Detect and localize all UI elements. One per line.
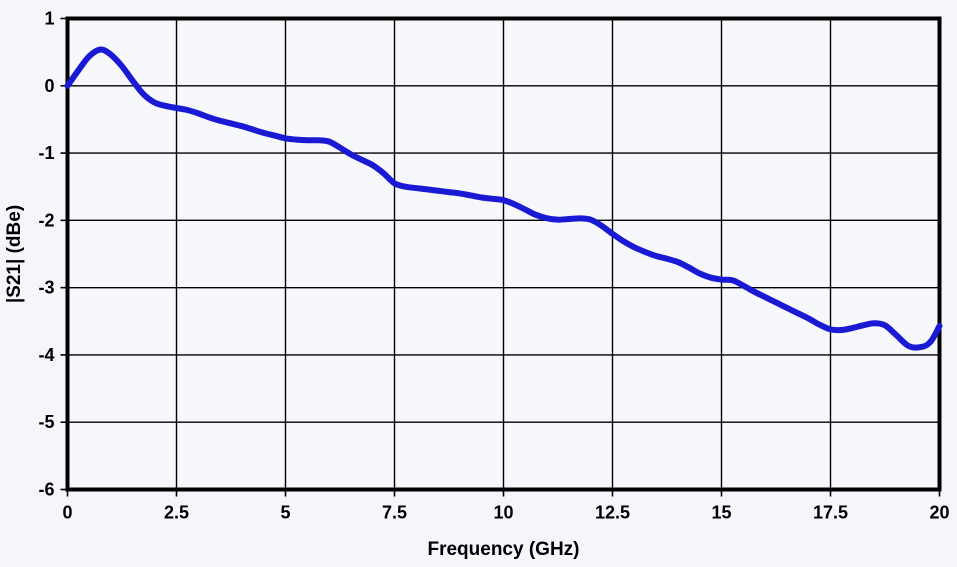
x-tick-label: 7.5 [382, 503, 407, 523]
x-gridlines [175, 18, 832, 490]
y-axis-title: |S21| (dBe) [4, 205, 25, 303]
y-axis-tick-labels: 1 0 -1 -2 -3 -4 -5 -6 [38, 9, 54, 500]
y-tick-label: -6 [38, 480, 54, 500]
x-tick-label: 17.5 [813, 503, 848, 523]
y-tick-label: -1 [38, 143, 54, 163]
plot-border [65, 16, 942, 492]
x-tick-label: 20 [929, 503, 949, 523]
y-tick-label: 1 [44, 9, 54, 29]
x-tick-label: 2.5 [164, 503, 189, 523]
data-series-line [64, 46, 943, 351]
x-tick-label: 0 [62, 503, 72, 523]
x-tick-label: 15 [711, 503, 731, 523]
y-tick-label: 0 [44, 76, 54, 96]
y-tick-label: -4 [38, 345, 54, 365]
x-tick-label: 10 [493, 503, 513, 523]
x-tick-label: 5 [280, 503, 290, 523]
y-tick-label: -5 [38, 412, 54, 432]
x-axis-title: Frequency (GHz) [427, 539, 579, 560]
y-gridlines [67, 85, 940, 423]
x-axis-tick-labels: 0 2.5 5 7.5 10 12.5 15 17.5 20 [62, 503, 949, 523]
y-tick-label: -2 [38, 210, 54, 230]
x-tick-label: 12.5 [595, 503, 630, 523]
y-tick-label: -3 [38, 278, 54, 298]
